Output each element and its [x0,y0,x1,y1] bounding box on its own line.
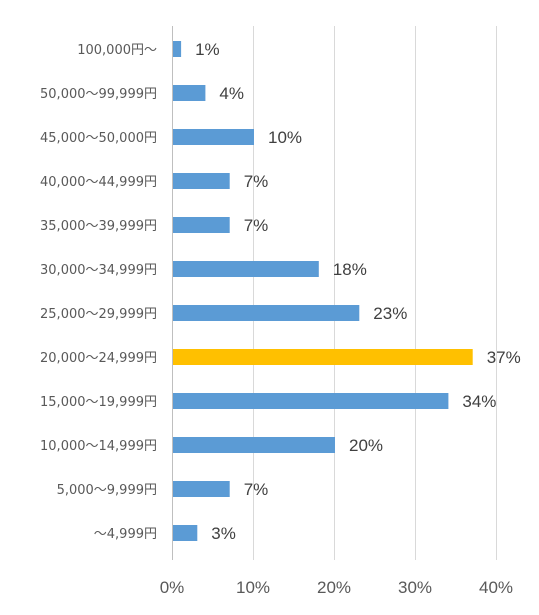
bar [173,393,449,409]
category-label: 100,000円～ [77,43,157,58]
bar [173,85,206,101]
value-label: 7% [244,172,269,191]
value-label: 18% [333,260,367,279]
bar [173,481,230,497]
x-tick-label: 40% [479,578,513,597]
category-label: 25,000～29,999円 [40,307,157,322]
x-tick-label: 30% [398,578,432,597]
category-label: ～4,999円 [94,527,157,542]
bar-highlighted [173,349,473,365]
bar [173,217,230,233]
x-tick-label: 20% [317,578,351,597]
bar [173,437,335,453]
value-label: 34% [462,392,496,411]
value-label: 7% [244,480,269,499]
category-label: 50,000～99,999円 [40,87,157,102]
value-label: 37% [487,348,521,367]
category-label: 15,000～19,999円 [40,395,157,410]
value-label: 3% [211,524,236,543]
x-tick-label: 10% [236,578,270,597]
value-label: 1% [195,40,220,59]
bar [173,261,319,277]
category-label: 45,000～50,000円 [40,131,157,146]
gridlines [172,26,497,560]
value-label: 7% [244,216,269,235]
category-label: 30,000～34,999円 [40,263,157,278]
bar [173,525,198,541]
value-labels: 1% 4% 10% 7% 7% 18% 23% 37% 34% 20% 7% 3% [195,40,521,543]
category-label: 20,000～24,999円 [40,351,157,366]
value-label: 23% [373,304,407,323]
x-tick-label: 0% [160,578,185,597]
category-label: 10,000～14,999円 [40,439,157,454]
bar [173,173,230,189]
category-label: 40,000～44,999円 [40,175,157,190]
bar [173,41,182,57]
value-label: 20% [349,436,383,455]
category-label: 35,000～39,999円 [40,219,157,234]
category-label: 5,000～9,999円 [57,483,157,498]
bar [173,129,254,145]
category-labels: 100,000円～ 50,000～99,999円 45,000～50,000円 40,… [40,43,157,542]
bars [173,41,473,541]
x-axis-tick-labels: 0% 10% 20% 30% 40% [160,578,513,597]
value-label: 10% [268,128,302,147]
bar [173,305,360,321]
value-label: 4% [219,84,244,103]
